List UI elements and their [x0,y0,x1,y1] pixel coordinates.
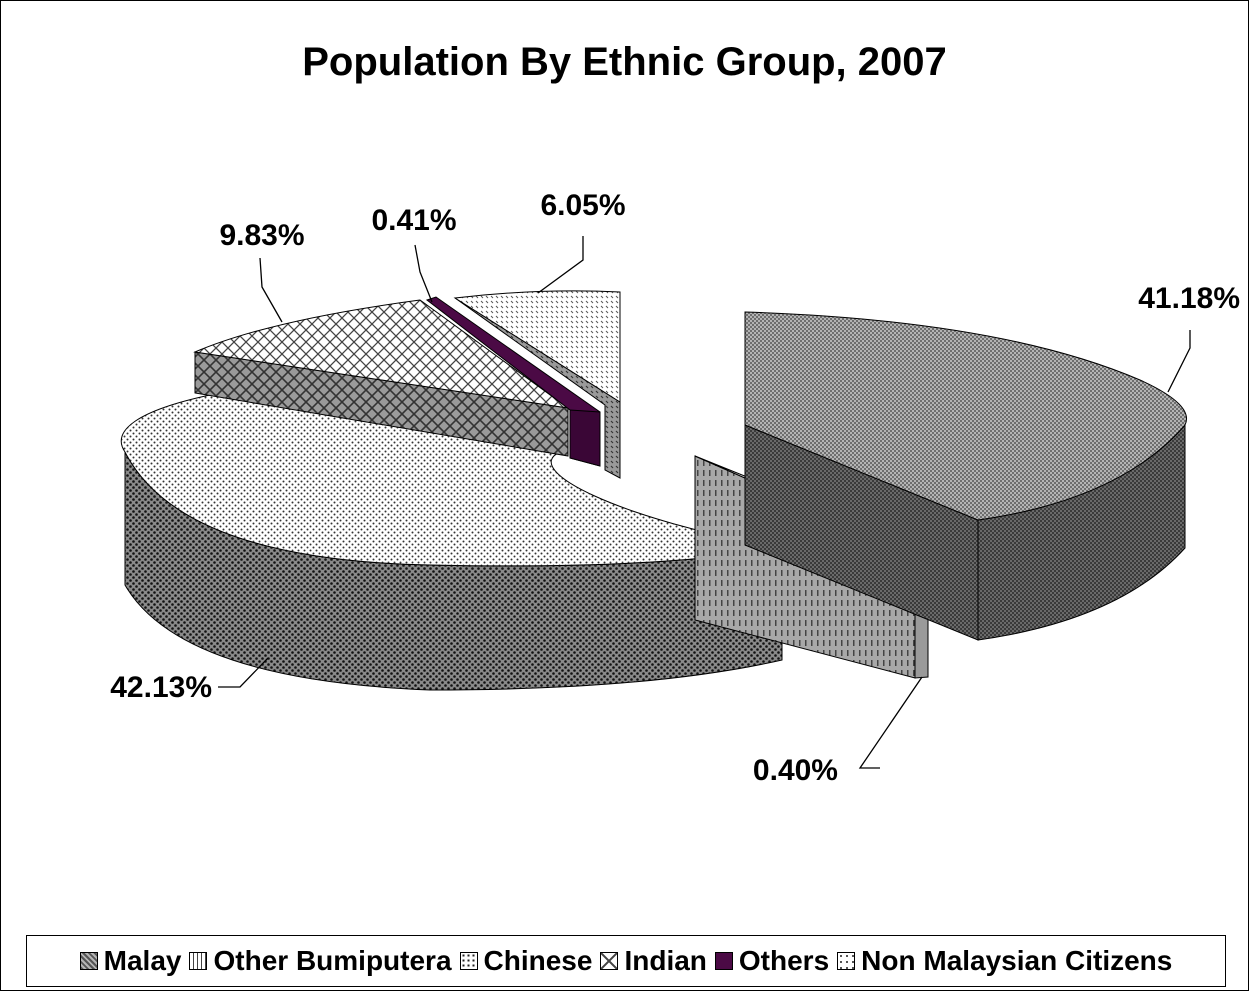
legend-label-malay: Malay [103,945,182,976]
data-label-indian: 9.83% [219,219,304,252]
leader-lines [218,236,1191,769]
data-label-non-malaysian-citizens: 6.05% [540,189,625,222]
legend-item-other-bumiputera: Other Bumiputera [189,945,452,977]
legend-swatch-malay [79,952,98,970]
slice-non-malaysian-citizens [453,290,621,479]
data-label-others: 0.41% [371,204,456,237]
chart-title: Population By Ethnic Group, 2007 [302,40,947,84]
legend-swatch-other-bumiputera [189,952,208,970]
legend-label-indian: Indian [624,945,707,976]
legend-item-others: Others [714,945,830,977]
legend-label-others: Others [738,945,830,976]
slice-indian [193,299,569,457]
legend-label-non-malaysian-citizens: Non Malaysian Citizens [861,945,1173,976]
leader-line-chinese [218,657,269,688]
legend-label-chinese: Chinese [483,945,593,976]
slice-malay [744,311,1187,641]
legend-swatch-non-malaysian-citizens [837,952,856,970]
leader-line-indian [259,257,283,323]
legend-item-indian: Indian [600,945,707,977]
data-label-other-bumiputera: 0.40% [753,754,838,787]
slice-chinese [120,390,783,691]
leader-line-non-malaysian [537,236,584,294]
legend-item-chinese: Chinese [459,945,593,977]
leader-line-malay [1167,330,1191,393]
data-label-malay: 41.18% [1138,282,1240,315]
leader-line-others [414,244,433,303]
legend-label-other-bumiputera: Other Bumiputera [213,945,452,976]
legend: Malay Other Bumiputera Chinese Indian Ot… [26,935,1226,987]
legend-swatch-indian [600,952,619,970]
slice-others [425,296,601,467]
legend-swatch-others [714,952,733,970]
data-label-chinese: 42.13% [110,671,212,704]
legend-swatch-chinese [459,952,478,970]
legend-item-malay: Malay [79,945,182,977]
leader-line-other-bumiputera [858,676,923,769]
legend-item-non-malaysian-citizens: Non Malaysian Citizens [837,945,1172,977]
